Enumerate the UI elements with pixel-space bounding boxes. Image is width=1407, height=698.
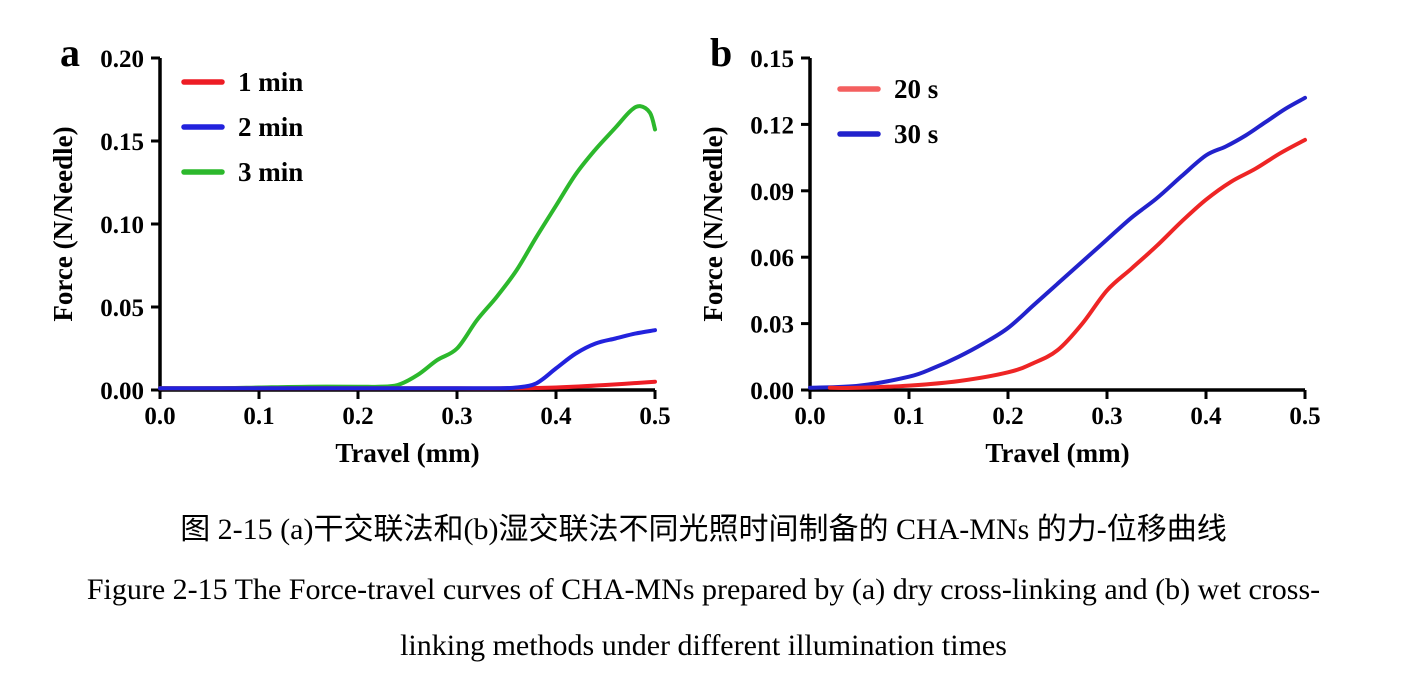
series-line-2-min <box>158 328 657 391</box>
force-travel-chart-a: a 0.0 0.1 0.2 0.3 0.4 0.5 0.00 0.05 0.10 0.15 0.20 T… <box>48 30 671 468</box>
charts-row: a 0.0 0.1 0.2 0.3 0.4 0.5 0.00 0.05 0.10 0.15 0.20 T… <box>48 30 1321 468</box>
caption-english-line2: linking methods under different illumina… <box>400 629 1007 662</box>
y-tick-label: 0.09 <box>750 179 794 206</box>
x-tick-label: 0.4 <box>540 403 572 430</box>
legend-item: 1 min <box>181 67 303 97</box>
legend-item: 20 s <box>837 74 938 104</box>
x-tick-label: 0.2 <box>992 403 1023 430</box>
x-tick-label: 0.2 <box>342 403 373 430</box>
legend-label: 2 min <box>238 112 303 142</box>
x-tick-label: 0.4 <box>1190 403 1222 430</box>
y-tick-label: 0.00 <box>100 378 144 405</box>
x-tick-label: 0.1 <box>893 403 924 430</box>
x-tick-label: 0.0 <box>794 403 825 430</box>
x-tick-label: 0.5 <box>639 403 670 430</box>
legend-label: 3 min <box>238 157 303 187</box>
y-axis-label: Force (N/Needle) <box>698 126 728 321</box>
legend-item: 30 s <box>837 119 938 149</box>
y-axis-label: Force (N/Needle) <box>48 126 78 321</box>
legend: 1 min 2 min 3 min <box>181 67 303 187</box>
x-tick-label: 0.5 <box>1289 403 1320 430</box>
legend-label: 1 min <box>238 67 303 97</box>
x-tick-label: 0.0 <box>144 403 175 430</box>
x-axis-label: Travel (mm) <box>985 438 1129 468</box>
y-tick-label: 0.15 <box>750 46 794 73</box>
legend-label: 30 s <box>894 119 938 149</box>
x-tick-label: 0.3 <box>441 403 472 430</box>
series-line-30-s <box>808 95 1307 390</box>
caption-english-line1: Figure 2-15 The Force-travel curves of C… <box>86 573 1321 606</box>
panel-label: a <box>60 30 80 75</box>
legend: 20 s 30 s <box>837 74 938 149</box>
force-travel-chart-b: b 0.0 0.1 0.2 0.3 0.4 0.5 0.00 0.03 0.06 0.09 0.12 0… <box>698 30 1321 468</box>
legend-item: 2 min <box>181 112 303 142</box>
y-tick-label: 0.10 <box>100 212 144 239</box>
x-axis-label: Travel (mm) <box>335 438 479 468</box>
y-tick-label: 0.12 <box>750 112 794 139</box>
series-line-20-s <box>827 137 1307 390</box>
x-tick-label: 0.3 <box>1091 403 1122 430</box>
y-tick-label: 0.15 <box>100 129 144 156</box>
legend-item: 3 min <box>181 157 303 187</box>
figure-captions: 图 2-15 (a)干交联法和(b)湿交联法不同光照时间制备的 CHA-MNs … <box>0 504 1407 674</box>
y-tick-label: 0.05 <box>100 295 144 322</box>
y-tick-label: 0.06 <box>750 245 794 272</box>
panel-label: b <box>710 30 732 75</box>
caption-chinese: 图 2-15 (a)干交联法和(b)湿交联法不同光照时间制备的 CHA-MNs … <box>180 513 1227 546</box>
legend-label: 20 s <box>894 74 938 104</box>
y-tick-label: 0.20 <box>100 46 144 73</box>
x-tick-label: 0.1 <box>243 403 274 430</box>
series-line-3-min <box>158 104 657 391</box>
y-tick-label: 0.00 <box>750 378 794 405</box>
y-tick-label: 0.03 <box>750 312 794 339</box>
